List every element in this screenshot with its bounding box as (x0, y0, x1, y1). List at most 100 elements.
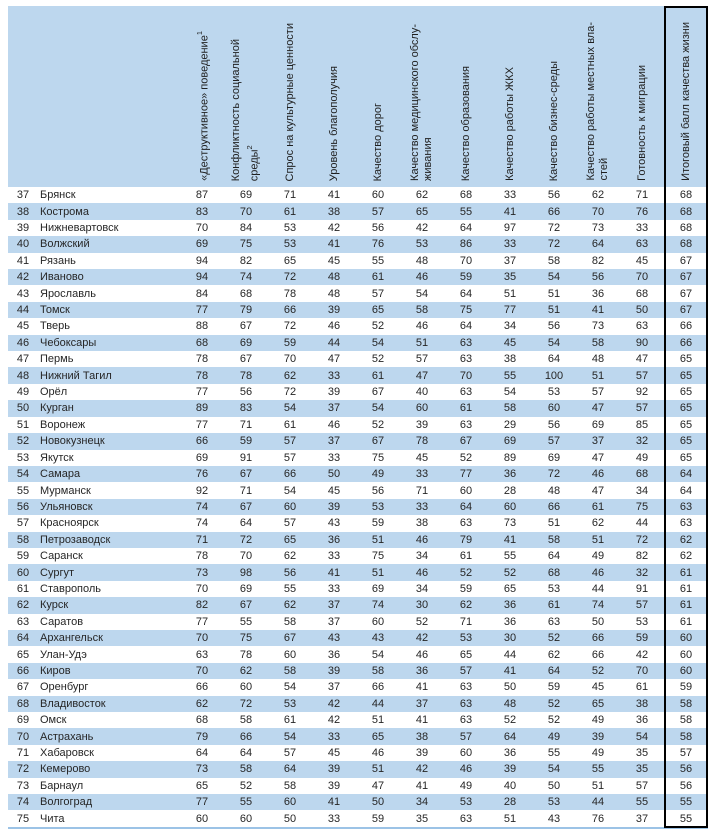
value-cell: 70 (591, 205, 605, 218)
value-cell: 54 (547, 763, 561, 776)
table-body: 37 Брянск 87 69 71 41 60 62 68 33 56 62 71 68 38 Костро… (8, 187, 708, 827)
value-cell: 70 (635, 271, 649, 284)
value-cell: 85 (635, 418, 649, 431)
value-cell: 77 (195, 304, 209, 317)
value-cell: 76 (371, 238, 385, 251)
value-cell: 33 (503, 189, 517, 202)
value-cell: 61 (547, 599, 561, 612)
value-cell: 78 (239, 369, 253, 382)
value-cell: 46 (371, 747, 385, 760)
header-cell-4: Качество дорог (356, 6, 400, 187)
value-cell: 37 (327, 599, 341, 612)
rank-cell: 72 (16, 763, 30, 776)
rank-cell: 56 (16, 500, 30, 513)
rank-cell: 44 (16, 304, 30, 317)
value-cell: 36 (591, 287, 605, 300)
table-row: 43 Ярославль 84 68 78 48 57 54 64 51 51 36 68 67 (8, 285, 708, 301)
value-cell: 66 (591, 632, 605, 645)
total-score-cell: 66 (679, 320, 693, 333)
value-cell: 76 (635, 205, 649, 218)
value-cell: 54 (635, 730, 649, 743)
value-cell: 59 (371, 812, 385, 825)
value-cell: 46 (327, 418, 341, 431)
value-cell: 54 (371, 648, 385, 661)
total-score-cell: 68 (679, 222, 693, 235)
value-cell: 47 (327, 353, 341, 366)
value-cell: 54 (503, 386, 517, 399)
value-cell: 38 (415, 517, 429, 530)
value-cell: 30 (415, 599, 429, 612)
value-cell: 72 (547, 238, 561, 251)
value-cell: 44 (371, 697, 385, 710)
value-cell: 65 (283, 254, 297, 267)
value-cell: 47 (591, 484, 605, 497)
value-cell: 63 (459, 812, 473, 825)
value-cell: 52 (547, 714, 561, 727)
value-cell: 33 (327, 730, 341, 743)
value-cell: 48 (327, 287, 341, 300)
value-cell: 47 (415, 369, 429, 382)
value-cell: 52 (371, 418, 385, 431)
value-cell: 70 (195, 582, 209, 595)
value-cell: 63 (547, 615, 561, 628)
value-cell: 48 (503, 697, 517, 710)
value-cell: 37 (591, 435, 605, 448)
rank-cell: 71 (16, 747, 30, 760)
value-cell: 37 (635, 812, 649, 825)
value-cell: 43 (371, 632, 385, 645)
value-cell: 37 (327, 435, 341, 448)
value-cell: 50 (635, 304, 649, 317)
header-cell-8: Качество бизнес-среды (532, 6, 576, 187)
city-cell: Омск (40, 714, 67, 727)
value-cell: 64 (459, 500, 473, 513)
value-cell: 65 (591, 697, 605, 710)
value-cell: 35 (635, 763, 649, 776)
value-cell: 72 (239, 533, 253, 546)
total-score-cell: 61 (679, 566, 693, 579)
total-score-cell: 59 (679, 681, 693, 694)
rank-cell: 48 (16, 369, 30, 382)
value-cell: 54 (283, 730, 297, 743)
value-cell: 54 (371, 402, 385, 415)
value-cell: 50 (547, 779, 561, 792)
total-score-cell: 55 (679, 796, 693, 809)
value-cell: 65 (283, 533, 297, 546)
rank-cell: 61 (16, 582, 30, 595)
value-cell: 89 (195, 402, 209, 415)
rank-cell: 68 (16, 697, 30, 710)
value-cell: 45 (591, 681, 605, 694)
value-cell: 56 (547, 320, 561, 333)
value-cell: 73 (591, 222, 605, 235)
header-label: Спрос на культурные ценности (283, 22, 296, 181)
value-cell: 75 (635, 500, 649, 513)
value-cell: 58 (371, 664, 385, 677)
value-cell: 57 (459, 730, 473, 743)
value-cell: 44 (503, 648, 517, 661)
header-cell-10: Готовность к миграции (620, 6, 664, 187)
value-cell: 34 (415, 550, 429, 563)
value-cell: 43 (327, 517, 341, 530)
rank-cell: 70 (16, 730, 30, 743)
value-cell: 55 (503, 550, 517, 563)
value-cell: 63 (459, 697, 473, 710)
value-cell: 59 (239, 435, 253, 448)
total-score-cell: 65 (679, 418, 693, 431)
value-cell: 33 (327, 451, 341, 464)
city-cell: Саратов (40, 615, 84, 628)
value-cell: 63 (635, 320, 649, 333)
value-cell: 67 (239, 320, 253, 333)
header-cell-5: Качество медицинского обслу- живания (400, 6, 444, 187)
city-cell: Чебоксары (40, 336, 97, 349)
value-cell: 45 (327, 254, 341, 267)
total-score-cell: 61 (679, 599, 693, 612)
value-cell: 66 (283, 304, 297, 317)
value-cell: 50 (283, 812, 297, 825)
city-cell: Чита (40, 812, 65, 825)
value-cell: 70 (459, 369, 473, 382)
value-cell: 36 (327, 648, 341, 661)
value-cell: 69 (503, 435, 517, 448)
header-label: Итоговый балл качества жизни (679, 22, 692, 181)
value-cell: 62 (459, 599, 473, 612)
city-cell: Орёл (40, 386, 68, 399)
value-cell: 68 (195, 336, 209, 349)
